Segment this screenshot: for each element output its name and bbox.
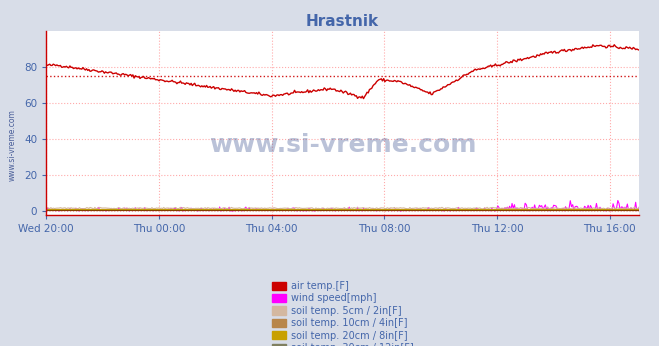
Legend: air temp.[F], wind speed[mph], soil temp. 5cm / 2in[F], soil temp. 10cm / 4in[F]: air temp.[F], wind speed[mph], soil temp… [269,278,416,346]
Text: www.si-vreme.com: www.si-vreme.com [209,133,476,157]
Title: Hrastnik: Hrastnik [306,13,379,29]
Text: www.si-vreme.com: www.si-vreme.com [8,109,17,181]
